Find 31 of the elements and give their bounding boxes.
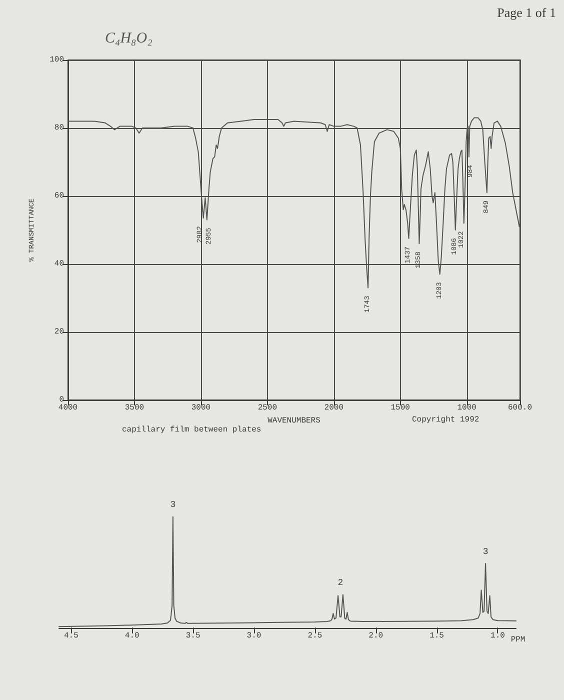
x-axis-title: WAVENUMBERS [268,416,321,426]
x-tick-label: 4.0 [124,632,140,640]
x-tick-label: 4000 [58,404,78,412]
y-tick-label: 60 [54,192,64,200]
x-tick-label: 4.5 [64,632,79,640]
x-tick-label: 2500 [258,404,278,412]
x-tick-label: 3.5 [186,632,200,640]
x-tick-label: 1500 [390,404,410,412]
x-tick-label: 3500 [124,404,144,412]
text: Page 1 of 1 [497,5,556,20]
x-tick-label: 1.0 [490,632,506,640]
y-tick-label: 80 [54,124,64,132]
x-tick-label: 2000 [324,404,344,412]
y-tick-label: 20 [54,328,64,336]
y-tick-label: 40 [54,260,64,268]
y-tick-label: 0 [59,396,64,404]
annotation: 2 [338,578,344,588]
x-tick-label: 1.5 [430,632,444,640]
x-tick-label: 3.0 [246,632,262,640]
text: Copyright 1992 [412,416,480,424]
x-tick-label: 2.5 [308,632,322,640]
annotation: 3 [482,546,488,557]
x-tick-label: 1000 [457,404,477,412]
annotation: 3 [170,500,176,510]
chart-title: C₄H₈O₂ [105,30,152,46]
x-tick-label: 3000 [191,404,211,412]
text: capillary film between plates [122,426,262,434]
x-tick-label: 600.0 [508,404,532,412]
x-tick-label: 2.0 [368,632,384,640]
x-axis-title: PPM [510,636,526,644]
y-tick-label: 100 [50,56,64,64]
